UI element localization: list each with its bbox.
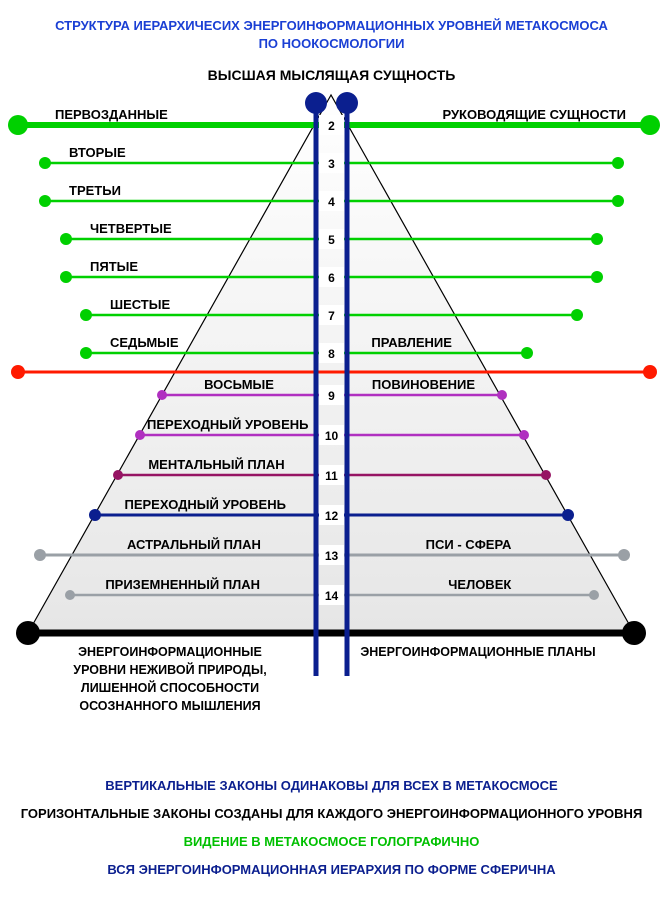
svg-text:9: 9 (328, 389, 335, 403)
level-left-label: СЕДЬМЫЕ (110, 335, 179, 350)
level-dot (612, 195, 624, 207)
level-dot (39, 195, 51, 207)
bottom-left-line: ЛИШЕННОЙ СПОСОБНОСТИ (81, 680, 259, 695)
level-right-label: РУКОВОДЯЩИЕ СУЩНОСТИ (442, 107, 626, 122)
level-left-label: ВТОРЫЕ (69, 145, 126, 160)
svg-text:13: 13 (325, 549, 339, 563)
svg-text:11: 11 (325, 469, 338, 483)
level-dot (562, 509, 574, 521)
apex-label: ВЫСШАЯ МЫСЛЯЩАЯ СУЩНОСТЬ (208, 67, 456, 83)
level-right-label: ПСИ - СФЕРА (426, 537, 512, 552)
level-right-label: ЧЕЛОВЕК (448, 577, 511, 592)
level-left-label: ШЕСТЫЕ (110, 297, 170, 312)
level-left-label: ЧЕТВЕРТЫЕ (90, 221, 172, 236)
level-left-label: ПЕРЕХОДНЫЙ УРОВЕНЬ (125, 497, 286, 512)
level-right-label: ПРАВЛЕНИЕ (371, 335, 452, 350)
level-dot (643, 365, 657, 379)
level-dot (519, 430, 529, 440)
level-left-label: ВОСЬМЫЕ (204, 377, 274, 392)
hierarchy-diagram: СТРУКТУРА ИЕРАРХИЧЕСИХ ЭНЕРГОИНФОРМАЦИОН… (0, 0, 663, 897)
level-dot (135, 430, 145, 440)
level-dot (521, 347, 533, 359)
level-right-label: ПОВИНОВЕНИЕ (372, 377, 475, 392)
level-dot (591, 233, 603, 245)
level-dot (65, 590, 75, 600)
base-dot (16, 621, 40, 645)
level-left-label: МЕНТАЛЬНЫЙ ПЛАН (148, 457, 284, 472)
center-bar-dot (305, 92, 327, 114)
level-dot (89, 509, 101, 521)
level-dot (34, 549, 46, 561)
law-line-3: ВСЯ ЭНЕРГОИНФОРМАЦИОННАЯ ИЕРАРХИЯ ПО ФОР… (107, 862, 556, 877)
svg-text:2: 2 (328, 119, 335, 133)
svg-text:8: 8 (328, 347, 335, 361)
svg-text:6: 6 (328, 271, 335, 285)
bottom-left-line: ЭНЕРГОИНФОРМАЦИОННЫЕ (78, 645, 262, 659)
svg-text:3: 3 (328, 157, 335, 171)
level-dot (8, 115, 28, 135)
level-left-label: ТРЕТЬИ (69, 183, 121, 198)
level-left-label: ПЯТЫЕ (90, 259, 138, 274)
center-bar-dot (336, 92, 358, 114)
level-dot (497, 390, 507, 400)
level-dot (640, 115, 660, 135)
level-dot (571, 309, 583, 321)
level-dot (591, 271, 603, 283)
base-dot (622, 621, 646, 645)
svg-text:4: 4 (328, 195, 335, 209)
svg-text:7: 7 (328, 309, 335, 323)
level-dot (618, 549, 630, 561)
level-dot (113, 470, 123, 480)
title-line1: СТРУКТУРА ИЕРАРХИЧЕСИХ ЭНЕРГОИНФОРМАЦИОН… (55, 18, 608, 33)
level-left-label: ПЕРВОЗДАННЫЕ (55, 107, 168, 122)
svg-text:12: 12 (325, 509, 339, 523)
law-line-2: ВИДЕНИЕ В МЕТАКОСМОСЕ ГОЛОГРАФИЧНО (184, 834, 480, 849)
svg-text:5: 5 (328, 233, 335, 247)
level-left-label: ПЕРЕХОДНЫЙ УРОВЕНЬ (147, 417, 308, 432)
level-dot (60, 271, 72, 283)
svg-text:14: 14 (325, 589, 339, 603)
bottom-left-line: УРОВНИ НЕЖИВОЙ ПРИРОДЫ, (73, 662, 266, 677)
level-dot (80, 309, 92, 321)
bottom-left-line: ОСОЗНАННОГО МЫШЛЕНИЯ (79, 699, 260, 713)
law-line-1: ГОРИЗОНТАЛЬНЫЕ ЗАКОНЫ СОЗДАНЫ ДЛЯ КАЖДОГ… (21, 806, 643, 821)
level-dot (612, 157, 624, 169)
level-dot (541, 470, 551, 480)
title-line2: ПО НООКОСМОЛОГИИ (259, 36, 405, 51)
level-dot (80, 347, 92, 359)
level-left-label: АСТРАЛЬНЫЙ ПЛАН (127, 537, 261, 552)
law-line-0: ВЕРТИКАЛЬНЫЕ ЗАКОНЫ ОДИНАКОВЫ ДЛЯ ВСЕХ В… (105, 778, 558, 793)
svg-text:10: 10 (325, 429, 339, 443)
bottom-right-line: ЭНЕРГОИНФОРМАЦИОННЫЕ ПЛАНЫ (360, 645, 595, 659)
level-left-label: ПРИЗЕМНЕННЫЙ ПЛАН (105, 577, 260, 592)
level-dot (589, 590, 599, 600)
level-dot (157, 390, 167, 400)
level-dot (60, 233, 72, 245)
level-dot (39, 157, 51, 169)
level-dot (11, 365, 25, 379)
